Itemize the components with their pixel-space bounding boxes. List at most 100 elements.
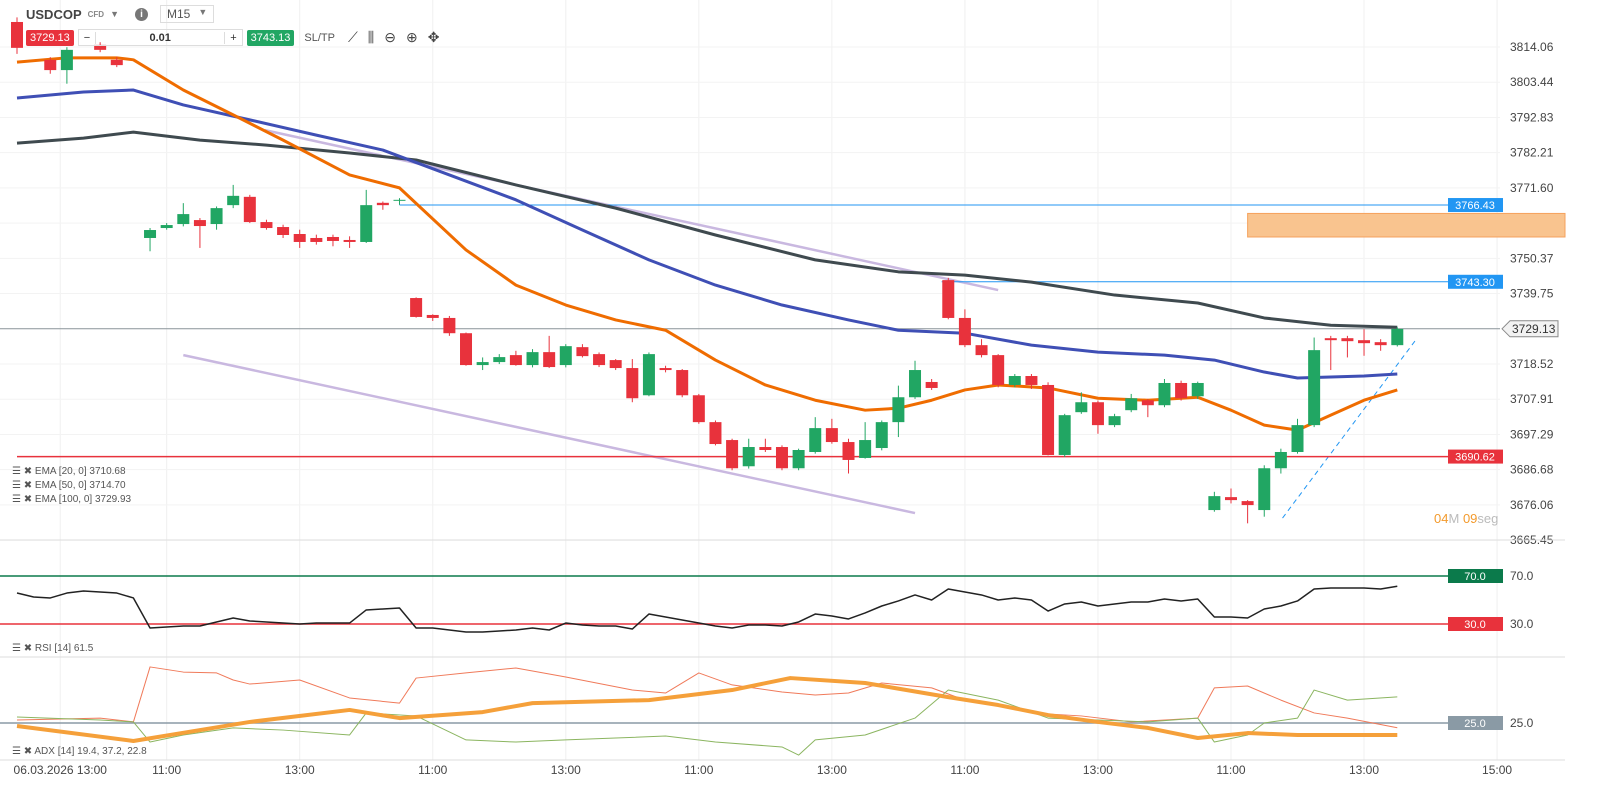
legend-rsi[interactable]: ☰ ✖ RSI [14] 61.5: [12, 643, 94, 654]
candle-body: [1274, 451, 1287, 469]
timer-seconds: 09: [1462, 511, 1478, 526]
candle-body: [1324, 338, 1337, 341]
candle-body: [593, 354, 606, 366]
time-tick-label: 11:00: [950, 763, 979, 777]
trendline: [264, 128, 999, 292]
info-icon[interactable]: i: [135, 7, 148, 21]
move-icon[interactable]: ✥: [427, 29, 440, 45]
candle-body: [709, 422, 722, 445]
rsi-axis-label: 70.0: [1510, 569, 1534, 583]
price-tick-label: 3718.52: [1510, 357, 1554, 371]
candle-body: [1158, 382, 1171, 406]
indicators-icon[interactable]: ⫼: [367, 29, 375, 45]
adx-level-tag-label: 25.0: [1464, 718, 1485, 730]
candle-body: [1391, 328, 1404, 346]
legend-ema50-text: EMA [50, 0] 3714.70: [34, 480, 126, 491]
candle-body: [609, 360, 622, 369]
candle-body: [759, 447, 772, 451]
trendline: [183, 353, 916, 515]
candle-body: [1358, 340, 1371, 344]
price-tick-label: 3686.68: [1510, 463, 1554, 477]
price-level-tag: [1448, 198, 1503, 213]
adx-line: [16, 676, 1398, 743]
price-level-tag: [1448, 274, 1503, 289]
candle-body: [792, 450, 805, 469]
zoom-in-icon[interactable]: ⊕: [405, 29, 418, 45]
timeframe-select[interactable]: M15 ▼: [160, 5, 215, 23]
legend-ema100[interactable]: ☰ ✖ EMA [100, 0] 3729.93: [12, 494, 132, 505]
candle-body: [243, 196, 256, 223]
time-tick-label: 13:00: [1349, 763, 1379, 777]
candle-body: [859, 440, 872, 458]
candle-body: [144, 230, 157, 238]
timeframe-value: M15: [167, 7, 191, 21]
candle-body: [160, 225, 173, 229]
candle-body: [177, 214, 190, 225]
candle-body: [543, 352, 556, 368]
sell-button[interactable]: 3729.13: [26, 29, 74, 46]
candle-body: [94, 44, 107, 50]
candle-body: [343, 239, 356, 242]
candle-body: [393, 199, 406, 201]
candle-body: [460, 333, 473, 366]
trade-bar: 3729.13 − 0.01 + 3743.13 SL/TP ⟋ ⫼ ⊖ ⊕ ✥: [26, 29, 442, 46]
timer-minutes: 04: [1434, 511, 1449, 526]
candle-body: [742, 447, 755, 467]
candle-body: [193, 220, 206, 227]
candle-body: [642, 354, 655, 396]
candle-body: [310, 237, 323, 242]
decrease-button[interactable]: −: [83, 31, 91, 44]
increase-button[interactable]: +: [230, 31, 237, 44]
legend-ema50[interactable]: ☰ ✖ EMA [50, 0] 3714.70: [12, 480, 126, 491]
candle-body: [526, 352, 539, 366]
price-level-label: 3690.62: [1455, 452, 1495, 464]
symbol-name[interactable]: USDCOP: [26, 6, 82, 22]
candle-body: [892, 397, 905, 423]
candle-body: [1258, 468, 1271, 511]
timer-min-unit: M: [1448, 511, 1460, 526]
candle-body: [1291, 425, 1304, 452]
supply-zone: [1247, 212, 1566, 238]
candle-body: [260, 222, 273, 229]
legend-ema20[interactable]: ☰ ✖ EMA [20, 0] 3710.68: [12, 466, 126, 477]
price-tick-label: 3814.06: [1510, 40, 1554, 54]
candle-body: [426, 314, 439, 318]
symbol-dropdown-icon[interactable]: ▼: [110, 9, 119, 19]
adx-axis-label: 25.0: [1510, 716, 1534, 730]
legend-adx[interactable]: ☰ ✖ ADX [14] 19.4, 37.2, 22.8: [12, 746, 147, 757]
candle-body: [942, 280, 955, 318]
candle-body: [110, 59, 123, 66]
candle-body: [775, 447, 788, 469]
quantity-stepper[interactable]: − 0.01 +: [77, 29, 243, 46]
candle-body: [842, 442, 855, 460]
ema100-line: [16, 130, 1398, 329]
current-price-label: 3729.13: [1512, 322, 1556, 336]
zoom-out-icon[interactable]: ⊖: [384, 29, 396, 45]
candle-body: [1241, 501, 1254, 506]
time-tick-label: 13:00: [1083, 763, 1113, 777]
time-tick-label: 06.03.2026 13:00: [14, 763, 108, 777]
candle-body: [1125, 398, 1138, 411]
price-tick-label: 3771.60: [1510, 181, 1554, 195]
price-level-label: 3766.43: [1455, 200, 1495, 212]
buy-button[interactable]: 3743.13: [246, 29, 295, 46]
quantity-input[interactable]: 0.01: [95, 31, 226, 44]
time-tick-label: 11:00: [418, 763, 447, 777]
price-tick-label: 3750.37: [1510, 251, 1554, 265]
sltp-button[interactable]: SL/TP: [304, 31, 335, 44]
candle-body: [809, 428, 822, 452]
candle-body: [60, 49, 73, 71]
candle-body: [576, 347, 589, 357]
candle-body: [44, 59, 57, 71]
price-level-tag: [1448, 449, 1503, 464]
candle-body: [476, 362, 489, 366]
candle-body: [410, 298, 423, 317]
candle-body: [493, 357, 506, 363]
chevron-down-icon: ▼: [198, 7, 208, 17]
line-chart-icon[interactable]: ⟋: [347, 29, 358, 45]
candle-body: [825, 428, 838, 443]
candle-body: [376, 202, 389, 206]
candle-body: [210, 208, 223, 225]
legend-ema20-text: EMA [20, 0] 3710.68: [34, 466, 126, 477]
